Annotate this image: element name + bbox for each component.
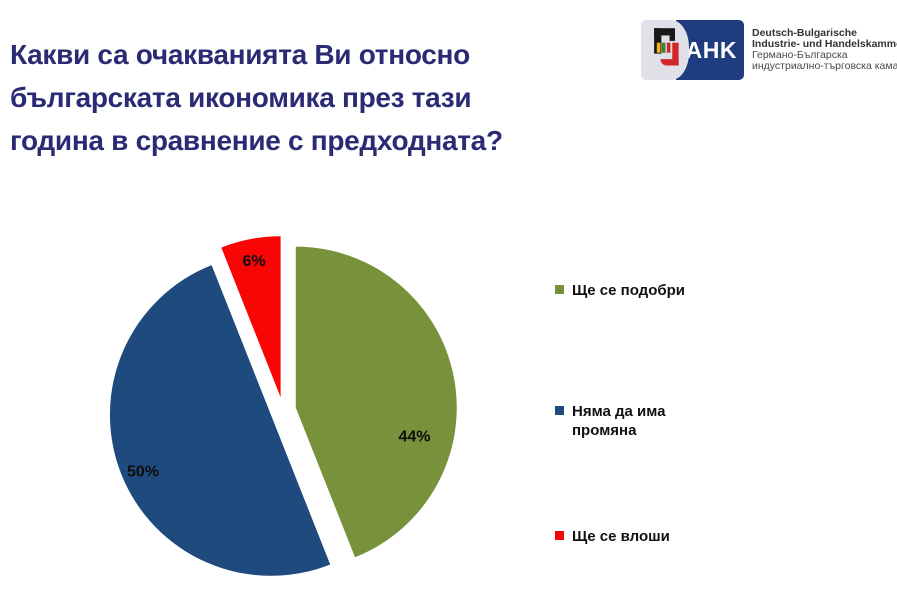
title-line-2: българската икономика през тази xyxy=(10,82,472,113)
legend-label-2: Ще се влоши xyxy=(572,528,670,545)
pie-value-label-0: 44% xyxy=(398,429,430,446)
pie-slice-1 xyxy=(109,265,331,576)
legend-swatch-0 xyxy=(555,285,564,294)
ahk-abbrev-text: AHK xyxy=(685,36,737,63)
ahk-emblem xyxy=(641,20,689,80)
logo-text: Deutsch-Bulgarische Industrie- und Hande… xyxy=(752,20,897,72)
pie-slice-0 xyxy=(295,246,457,558)
logo-name-de-line2: Industrie- und Handelskammer xyxy=(752,38,897,50)
title-line-3: година в сравнение с предходната? xyxy=(10,125,503,156)
chart-legend: Ще се подобри Няма да има промяна Ще се вл… xyxy=(549,0,769,600)
pie-value-label-2: 6% xyxy=(243,253,266,270)
ahk-logo: AHK Deutsch-Bulgarische Industrie- und H… xyxy=(641,20,897,80)
logo-name-bg-line1: Германо-Българска xyxy=(752,49,848,61)
title-line-1: Какви са очакванията Ви относно xyxy=(10,39,470,70)
logo-name-de-line1: Deutsch-Bulgarische xyxy=(752,27,858,39)
legend-label-1: Няма да има промяна xyxy=(572,403,666,439)
pie-value-label-1: 50% xyxy=(127,463,159,480)
legend-swatch-1 xyxy=(555,406,564,415)
page-title: Какви са очакванията Ви относно българск… xyxy=(10,33,503,162)
legend-swatch-2 xyxy=(555,531,564,540)
legend-item-0: Ще се подобри xyxy=(555,281,685,300)
pie-chart: 44% 50% 6% xyxy=(109,236,457,576)
legend-label-0: Ще се подобри xyxy=(572,282,686,299)
legend-item-1: Няма да има промяна xyxy=(555,402,694,440)
pie-slice-2 xyxy=(221,236,281,398)
legend-item-2: Ще се влоши xyxy=(555,527,670,546)
logo-name-bg-line2: индустриално-търговска камара xyxy=(752,60,897,72)
ahk-emblem-d-icon xyxy=(654,28,679,66)
